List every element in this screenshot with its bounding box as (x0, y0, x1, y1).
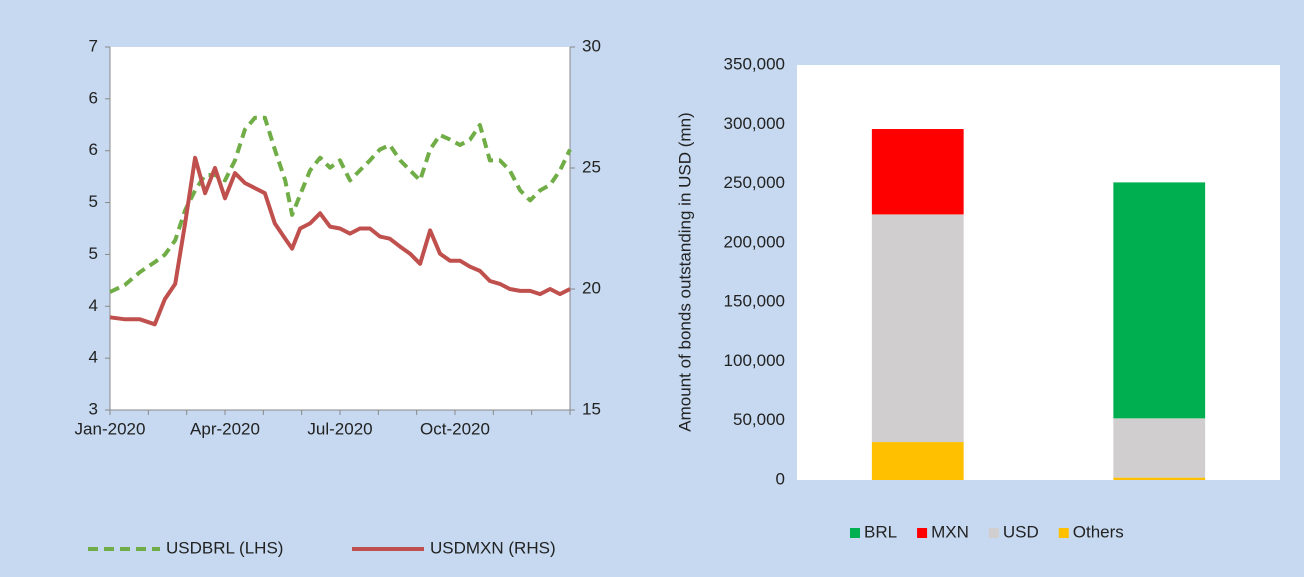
y-tick-label: 200,000 (724, 232, 785, 251)
y-tick-label: 15 (582, 399, 601, 418)
y-tick-label: 4 (89, 348, 98, 367)
x-tick-label: Jul-2020 (307, 419, 372, 438)
y-tick-label: 25 (582, 157, 601, 176)
legend-swatch (850, 528, 860, 538)
legend-label: MXN (931, 522, 969, 541)
y-tick-label: 250,000 (724, 173, 785, 192)
y-tick-label: 30 (582, 36, 601, 55)
bar-segment (1113, 477, 1206, 480)
y-tick-label: 7 (89, 36, 98, 55)
y-tick-label: 150,000 (724, 292, 785, 311)
x-tick-label: Oct-2020 (420, 419, 490, 438)
plot-area (797, 65, 1280, 480)
y-tick-label: 350,000 (724, 54, 785, 73)
y-tick-label: 100,000 (724, 351, 785, 370)
bar-segment (1113, 182, 1206, 419)
y-tick-label: 3 (89, 399, 98, 418)
legend-label: USDBRL (LHS) (166, 538, 283, 557)
bar-segment (871, 442, 964, 480)
legend-swatch (988, 528, 999, 538)
bar-segment (871, 129, 964, 215)
bar-segment (871, 214, 964, 443)
y-axis-label: Amount of bonds outstanding in USD (mn) (675, 112, 694, 431)
y-tick-label: 5 (89, 192, 98, 211)
y-tick-label: 6 (89, 140, 98, 159)
y-tick-label: 0 (776, 469, 785, 488)
legend-label: USD (1003, 522, 1039, 541)
y-tick-label: 300,000 (724, 114, 785, 133)
y-tick-label: 6 (89, 88, 98, 107)
legend-swatch (917, 528, 928, 538)
legend-label: BRL (864, 522, 897, 541)
legend-swatch (1058, 528, 1069, 538)
y-tick-label: 5 (89, 244, 98, 263)
x-tick-label: Jan-2020 (75, 419, 146, 438)
bar-segment (1113, 418, 1206, 478)
legend-label: USDMXN (RHS) (430, 538, 556, 557)
y-tick-label: 20 (582, 278, 601, 297)
y-tick-label: 50,000 (733, 410, 785, 429)
line-series (109, 155, 571, 327)
legend-label: Others (1073, 522, 1124, 541)
y-tick-label: 4 (89, 296, 98, 315)
x-tick-label: Apr-2020 (190, 419, 260, 438)
